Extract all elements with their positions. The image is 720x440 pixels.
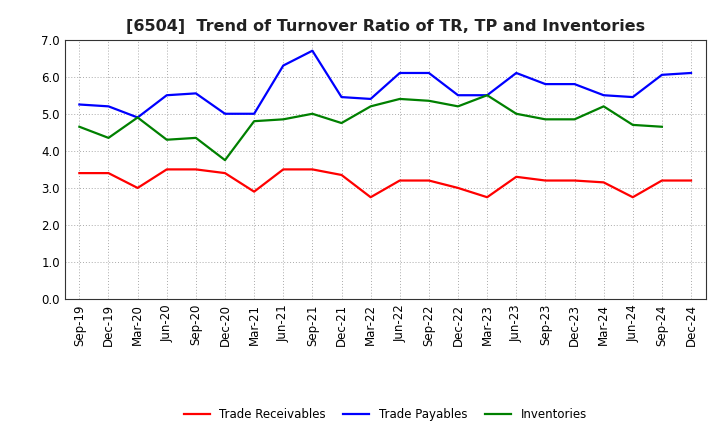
Trade Receivables: [425, 178, 433, 183]
Trade Payables: [425, 70, 433, 76]
Inventories: [337, 121, 346, 126]
Trade Payables: [454, 92, 462, 98]
Trade Receivables: [541, 178, 550, 183]
Trade Payables: [570, 81, 579, 87]
Inventories: [512, 111, 521, 117]
Trade Payables: [512, 70, 521, 76]
Trade Payables: [192, 91, 200, 96]
Line: Trade Payables: Trade Payables: [79, 51, 691, 117]
Inventories: [599, 104, 608, 109]
Trade Payables: [483, 92, 492, 98]
Trade Receivables: [220, 170, 229, 176]
Trade Payables: [104, 104, 113, 109]
Trade Payables: [337, 95, 346, 100]
Trade Receivables: [75, 170, 84, 176]
Inventories: [395, 96, 404, 102]
Legend: Trade Receivables, Trade Payables, Inventories: Trade Receivables, Trade Payables, Inven…: [179, 404, 591, 426]
Trade Payables: [133, 115, 142, 120]
Inventories: [220, 158, 229, 163]
Inventories: [163, 137, 171, 143]
Line: Trade Receivables: Trade Receivables: [79, 169, 691, 197]
Trade Receivables: [454, 185, 462, 191]
Trade Receivables: [104, 170, 113, 176]
Trade Payables: [279, 63, 287, 68]
Trade Payables: [629, 95, 637, 100]
Trade Receivables: [250, 189, 258, 194]
Trade Receivables: [599, 180, 608, 185]
Trade Receivables: [570, 178, 579, 183]
Trade Payables: [541, 81, 550, 87]
Inventories: [657, 124, 666, 129]
Trade Receivables: [395, 178, 404, 183]
Inventories: [454, 104, 462, 109]
Inventories: [104, 135, 113, 140]
Inventories: [629, 122, 637, 128]
Inventories: [75, 124, 84, 129]
Trade Payables: [395, 70, 404, 76]
Trade Receivables: [629, 194, 637, 200]
Inventories: [366, 104, 375, 109]
Inventories: [483, 92, 492, 98]
Trade Receivables: [687, 178, 696, 183]
Trade Payables: [75, 102, 84, 107]
Inventories: [541, 117, 550, 122]
Trade Receivables: [133, 185, 142, 191]
Trade Payables: [366, 96, 375, 102]
Title: [6504]  Trend of Turnover Ratio of TR, TP and Inventories: [6504] Trend of Turnover Ratio of TR, TP…: [125, 19, 645, 34]
Trade Receivables: [337, 172, 346, 178]
Trade Payables: [250, 111, 258, 117]
Inventories: [308, 111, 317, 117]
Trade Receivables: [657, 178, 666, 183]
Trade Receivables: [308, 167, 317, 172]
Trade Receivables: [192, 167, 200, 172]
Trade Receivables: [512, 174, 521, 180]
Trade Payables: [687, 70, 696, 76]
Trade Receivables: [366, 194, 375, 200]
Trade Payables: [163, 92, 171, 98]
Trade Payables: [657, 72, 666, 77]
Inventories: [279, 117, 287, 122]
Inventories: [570, 117, 579, 122]
Inventories: [133, 115, 142, 120]
Inventories: [425, 98, 433, 103]
Line: Inventories: Inventories: [79, 95, 662, 160]
Inventories: [192, 135, 200, 140]
Trade Receivables: [483, 194, 492, 200]
Trade Payables: [308, 48, 317, 53]
Inventories: [250, 118, 258, 124]
Trade Receivables: [163, 167, 171, 172]
Trade Payables: [220, 111, 229, 117]
Trade Receivables: [279, 167, 287, 172]
Trade Payables: [599, 92, 608, 98]
